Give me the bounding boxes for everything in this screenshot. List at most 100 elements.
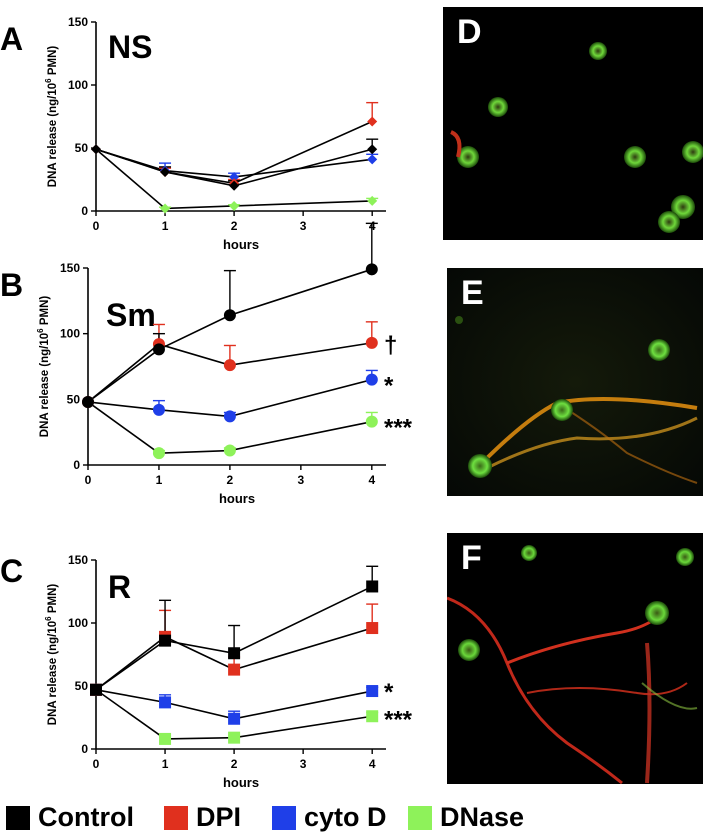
y-tick-label: 100 (68, 616, 88, 630)
y-tick-label: 100 (60, 327, 80, 341)
micrograph-letter-e: E (461, 274, 484, 312)
legend-label-control: Control (38, 802, 134, 832)
significance-mark: *** (384, 415, 413, 442)
x-tick-label: 0 (93, 757, 100, 771)
x-tick-label: 1 (156, 473, 163, 487)
series-line-cytoD (87, 378, 373, 418)
y-tick-label: 0 (73, 458, 80, 472)
data-point-control (160, 166, 171, 177)
y-axis-label: DNA release (ng/106 PMN) (44, 584, 59, 726)
series-line-control (95, 148, 373, 187)
chart-title: NS (108, 29, 152, 65)
legend-label-cytod: cyto D (304, 802, 387, 832)
data-point-control (228, 647, 241, 660)
chart-title: Sm (106, 297, 156, 333)
legend-swatch-cytod (272, 805, 296, 830)
micrograph-r-image (447, 545, 698, 784)
legend-swatch-dpi (164, 805, 188, 830)
data-point-cytoD (366, 685, 379, 698)
x-tick-label: 3 (300, 757, 307, 771)
micrograph-ns: D (443, 7, 703, 240)
panel-letter-b: B (0, 267, 23, 303)
legend-label-dpi: DPI (196, 802, 242, 832)
x-tick-label: 0 (93, 219, 100, 233)
data-point-control (223, 309, 236, 322)
y-tick-label: 100 (68, 78, 88, 92)
data-point-dpi (366, 622, 379, 635)
micrograph-sm: E (447, 268, 703, 496)
data-point-control (229, 180, 240, 191)
data-point-dnase (159, 732, 172, 745)
significance-mark: * (384, 679, 394, 706)
data-point-dnase (223, 444, 236, 457)
data-point-cytoD (223, 410, 236, 423)
x-tick-label: 0 (85, 473, 92, 487)
x-tick-label: 3 (300, 219, 307, 233)
significance-mark: * (384, 373, 394, 400)
data-point-dpi (365, 336, 378, 349)
significance-mark: *** (384, 707, 413, 734)
data-point-cytoD (367, 154, 378, 165)
significance-mark: † (384, 332, 397, 359)
data-point-control (90, 683, 102, 696)
x-tick-label: 2 (231, 219, 238, 233)
legend-item-cytod: cyto D (272, 802, 387, 833)
data-point-dnase (229, 200, 240, 211)
y-tick-label: 0 (81, 742, 88, 756)
data-point-control (152, 343, 165, 356)
y-tick-label: 50 (75, 141, 89, 155)
y-tick-label: 150 (68, 553, 88, 567)
panel-letter-c: C (0, 553, 23, 589)
data-point-dpi (223, 359, 236, 372)
legend-swatch-dnase (408, 805, 432, 830)
data-point-dnase (228, 731, 241, 744)
y-tick-label: 150 (68, 15, 88, 29)
data-point-dnase (366, 710, 379, 723)
y-tick-label: 150 (60, 261, 80, 275)
data-point-dnase (365, 415, 378, 428)
series-line-dnase (95, 689, 373, 740)
legend-item-control: Control (6, 802, 134, 833)
data-point-control (366, 580, 379, 593)
data-point-cytoD (228, 712, 241, 725)
chart-panel-c: C 0 50 100 150 0 1 2 3 4 hours DNA release (ng/106 … (0, 553, 413, 790)
x-axis-label: hours (219, 491, 255, 506)
x-axis-label: hours (223, 775, 259, 790)
legend-label-dnase: DNase (440, 802, 525, 832)
data-point-dnase (367, 195, 378, 206)
series-line-cytoD (95, 688, 373, 720)
data-point-control (91, 144, 101, 155)
chart-panel-a: A05010015001234hoursDNA release (ng/106 … (0, 15, 386, 252)
data-point-dnase (160, 203, 171, 214)
y-tick-label: 0 (81, 204, 88, 218)
x-tick-label: 3 (298, 473, 305, 487)
series-line-dnase (95, 148, 373, 210)
chart-title: R (108, 569, 131, 605)
series-line-dpi (95, 627, 373, 691)
legend-swatch-control (6, 805, 30, 830)
x-tick-label: 4 (369, 757, 376, 771)
x-tick-label: 2 (231, 757, 238, 771)
data-point-cytoD (159, 696, 172, 709)
y-axis-label: DNA release (ng/106 PMN) (44, 46, 59, 188)
y-axis-label: DNA release (ng/106 PMN) (36, 296, 51, 438)
micrograph-r: F (447, 533, 703, 784)
data-point-control (159, 634, 172, 647)
x-tick-label: 2 (227, 473, 234, 487)
series-line-control (87, 268, 373, 403)
data-point-cytoD (365, 373, 378, 386)
x-tick-label: 4 (368, 473, 375, 487)
chart-panel-b: B 0 50 100 150 0 1 2 3 4 hours DNA release (ng/106 … (0, 222, 413, 506)
legend-item-dpi: DPI (164, 802, 241, 833)
series-line-dnase (87, 401, 372, 454)
y-tick-label: 50 (67, 392, 81, 406)
micrograph-letter-f: F (461, 539, 482, 577)
data-point-dnase (152, 447, 165, 460)
micrograph-sm-image (447, 268, 703, 496)
data-point-control (367, 144, 378, 155)
y-tick-label: 50 (75, 679, 89, 693)
data-point-dpi (367, 116, 378, 127)
legend-item-dnase: DNase (408, 802, 524, 833)
series-line-dpi (87, 342, 372, 403)
